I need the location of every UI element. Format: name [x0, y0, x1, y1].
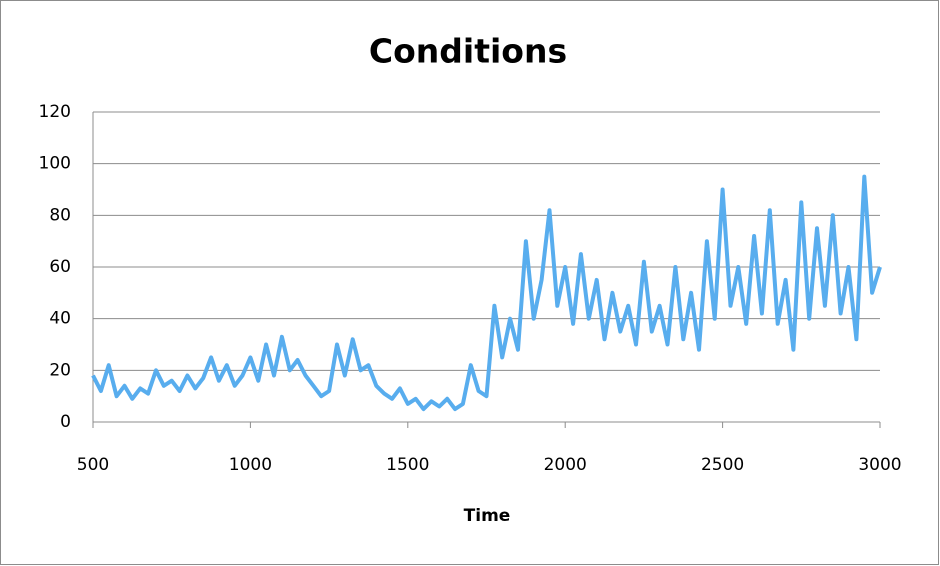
- x-tick-label: 2000: [544, 455, 587, 475]
- x-tick-label: 2500: [701, 455, 744, 475]
- y-tick-label: 40: [49, 309, 71, 329]
- y-tick-label: 60: [49, 257, 71, 277]
- x-tick-label: 1500: [386, 455, 429, 475]
- y-tick-label: 0: [60, 412, 71, 432]
- line-series: [91, 174, 882, 412]
- y-tick-label: 120: [39, 102, 71, 122]
- y-tick-label: 80: [49, 205, 71, 225]
- chart-title: Conditions: [369, 32, 567, 71]
- y-tick-label: 20: [49, 360, 71, 380]
- x-tick-label: 3000: [858, 455, 901, 475]
- x-axis-label: Time: [464, 506, 511, 526]
- x-tick-label: 500: [77, 455, 109, 475]
- y-tick-label: 100: [39, 154, 71, 174]
- x-tick-label: 1000: [229, 455, 272, 475]
